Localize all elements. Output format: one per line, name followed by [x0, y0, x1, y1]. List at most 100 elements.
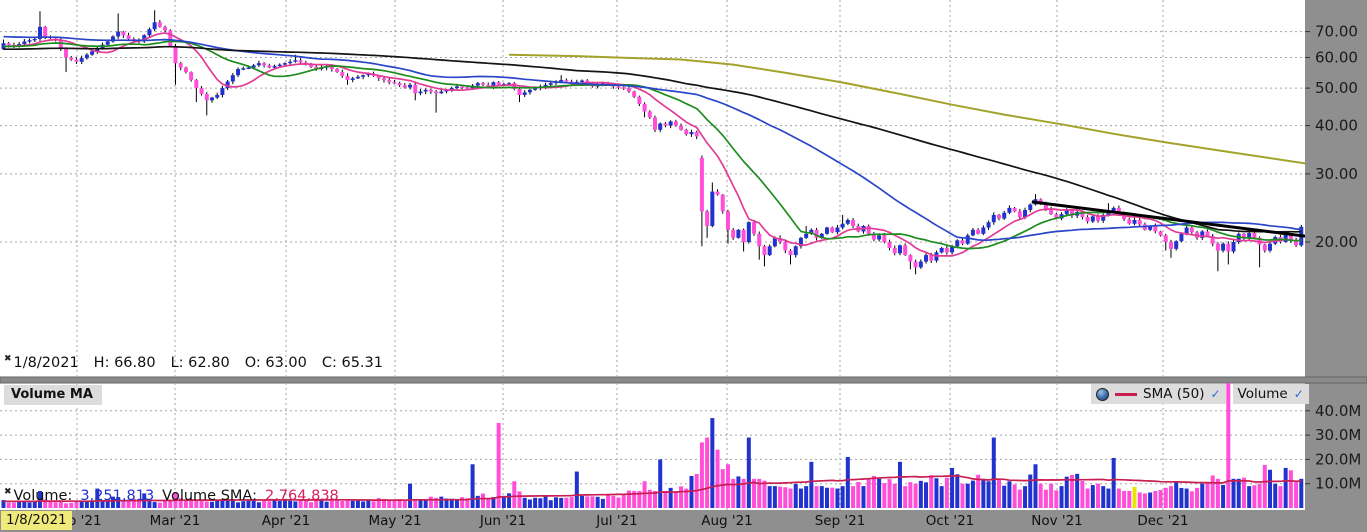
- candle-body: [699, 157, 704, 212]
- volume-bar: [152, 502, 157, 508]
- volume-bar: [621, 494, 626, 508]
- volume-bar: [1122, 490, 1127, 508]
- candle-body: [559, 79, 564, 82]
- candle-body: [653, 117, 657, 130]
- candle-body: [116, 31, 121, 37]
- candle-body: [1064, 209, 1069, 215]
- candle-body: [1200, 231, 1205, 238]
- candlestick-series[interactable]: [1, 10, 1304, 275]
- volume-bar: [329, 500, 334, 508]
- ohlc-high: H: 66.80: [93, 355, 156, 371]
- price-axis[interactable]: 70.00 60.00 50.00 40.00 30.00 20.00: [1305, 23, 1358, 251]
- sma-200-line[interactable]: [509, 53, 1306, 165]
- volume-axis[interactable]: 40.0M 30.0M 20.0M 10.0M: [1305, 402, 1361, 493]
- month-label: Jul '21: [596, 513, 638, 529]
- volume-bar: [851, 486, 856, 508]
- volume-bar: [517, 491, 522, 508]
- candle-body: [668, 121, 673, 126]
- volume-bar: [918, 480, 923, 508]
- selected-date-chip[interactable]: 1/8/2021: [1, 511, 72, 530]
- volume-bar: [1116, 488, 1121, 508]
- volume-bar: [877, 478, 882, 508]
- candle-body: [32, 38, 37, 41]
- candle-body: [1236, 233, 1241, 242]
- volume-bar: [137, 501, 142, 508]
- volume-bar: [496, 422, 501, 508]
- volume-bar: [387, 500, 392, 508]
- volume-bar: [454, 499, 459, 508]
- volume-bar: [277, 500, 282, 508]
- volume-legend-chip[interactable]: Volume ✓: [1232, 384, 1309, 404]
- volume-bar: [658, 459, 663, 508]
- volume-bar: [1195, 487, 1200, 508]
- volume-bar: [1017, 489, 1022, 508]
- volume-bar: [439, 496, 444, 508]
- volume-sma-legend-chip[interactable]: SMA (50) ✓: [1091, 384, 1226, 404]
- volume-bar: [939, 486, 944, 508]
- candle-body: [1132, 219, 1137, 224]
- remove-indicator-icon[interactable]: ✖: [4, 487, 12, 497]
- candle-body: [1210, 236, 1215, 244]
- candle-body: [788, 250, 793, 256]
- candle-body: [626, 88, 631, 92]
- volume-bar: [340, 500, 345, 508]
- volume-bar: [798, 488, 803, 508]
- volume-bar: [559, 497, 564, 508]
- volume-bar: [64, 503, 69, 508]
- remove-indicator-icon[interactable]: ✖: [4, 354, 12, 364]
- volume-pane-title-chip[interactable]: Volume MA: [4, 385, 102, 405]
- volume-bar: [230, 499, 235, 508]
- volume-bar: [501, 495, 506, 508]
- volume-bar: [1200, 483, 1205, 508]
- candle-body: [22, 41, 27, 45]
- candle-body: [710, 191, 715, 226]
- candle-body: [720, 194, 725, 212]
- candle-body: [387, 80, 392, 83]
- volume-bar: [929, 475, 934, 508]
- candle-body: [277, 64, 282, 67]
- volume-sma-line[interactable]: [3, 475, 1302, 503]
- volume-bar: [402, 499, 407, 508]
- sma-dropdown-icon[interactable]: ✓: [1210, 387, 1221, 401]
- candle-body: [272, 66, 277, 68]
- candle-body: [298, 60, 303, 63]
- candle-body: [465, 87, 470, 89]
- volume-bar: [606, 494, 611, 508]
- candle-body: [1137, 219, 1142, 225]
- moving-average-lines[interactable]: [3, 32, 1302, 257]
- volume-bar: [22, 501, 27, 508]
- volume-bar: [116, 497, 121, 508]
- volume-bar: [819, 486, 824, 508]
- volume-bar: [126, 499, 131, 508]
- candle-body: [1252, 233, 1257, 238]
- candle-body: [632, 91, 637, 97]
- volume-bar-series[interactable]: [1, 383, 1304, 508]
- sma-color-swatch: [1115, 392, 1137, 396]
- price-tick-label: 60.00: [1315, 48, 1358, 66]
- candle-body: [74, 59, 79, 62]
- price-tick-label: 40.00: [1315, 117, 1358, 135]
- volume-bar: [981, 478, 986, 508]
- volume-bar: [361, 501, 366, 508]
- candle-body: [746, 222, 751, 242]
- volume-bar: [1273, 483, 1278, 508]
- volume-bar: [262, 500, 267, 508]
- volume-bar: [157, 502, 162, 508]
- volume-bar: [69, 502, 74, 508]
- drawn-trendline[interactable]: [1031, 200, 1309, 238]
- volume-bar: [814, 486, 819, 508]
- volume-bar: [699, 442, 704, 508]
- candle-body: [1017, 211, 1022, 218]
- volume-dropdown-icon[interactable]: ✓: [1293, 387, 1304, 401]
- volume-bar: [1268, 469, 1273, 508]
- volume-bar: [996, 478, 1001, 508]
- volume-bar: [653, 490, 657, 508]
- candle-body: [1174, 241, 1179, 249]
- volume-bar: [324, 501, 329, 508]
- candle-body: [95, 47, 100, 52]
- volume-bar: [1294, 481, 1299, 508]
- candle-body: [423, 89, 428, 92]
- candle-body: [960, 240, 965, 244]
- volume-bar: [168, 500, 173, 508]
